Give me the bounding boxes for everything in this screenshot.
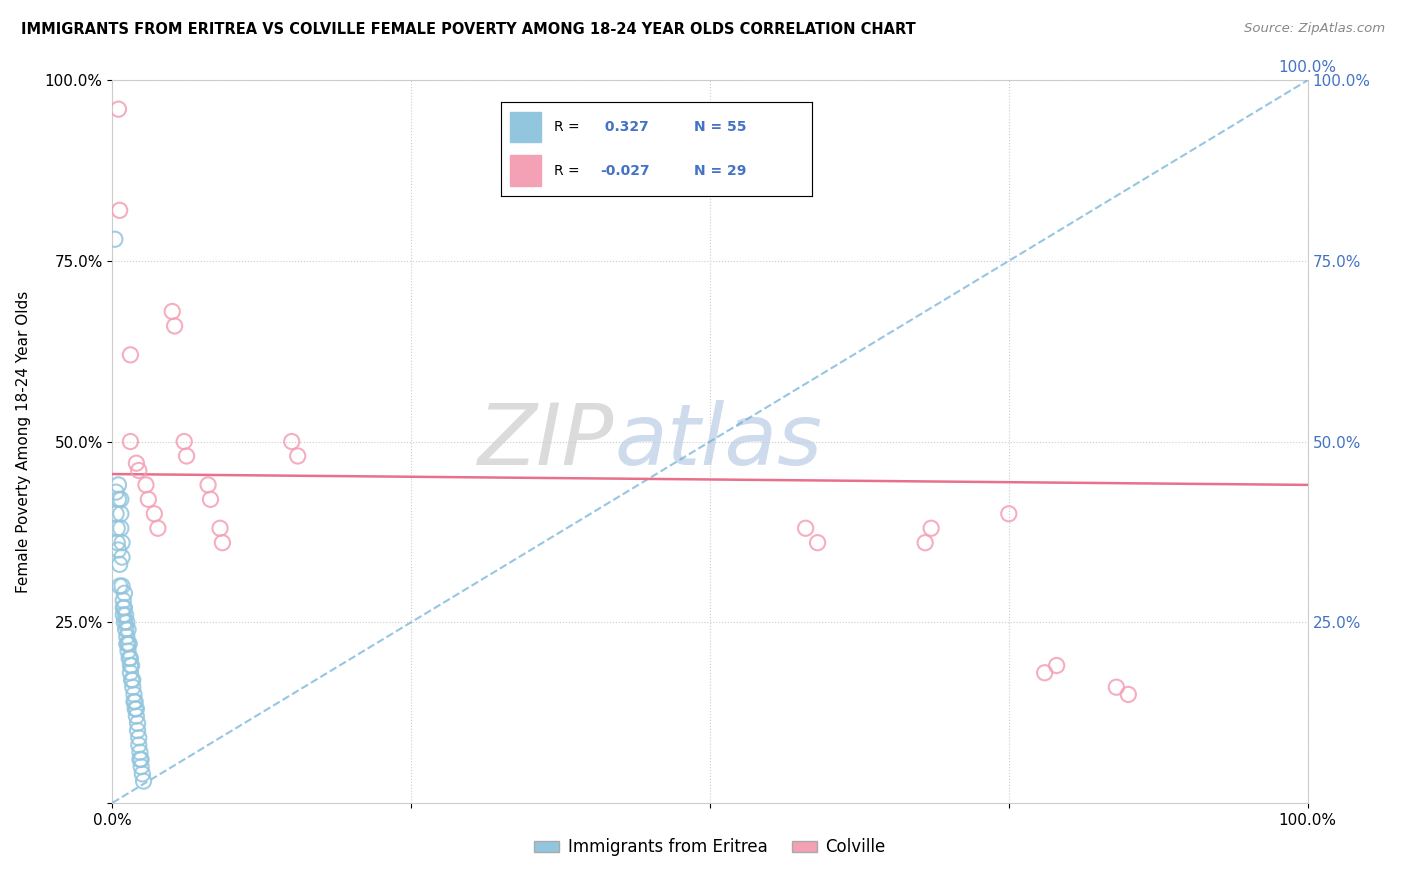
Point bbox=[281, 434, 304, 449]
Point bbox=[124, 695, 146, 709]
Point bbox=[120, 434, 142, 449]
Point bbox=[162, 304, 183, 318]
Point bbox=[163, 318, 186, 333]
Point bbox=[128, 463, 150, 477]
Point bbox=[108, 579, 131, 593]
Point bbox=[146, 521, 169, 535]
Point bbox=[211, 535, 233, 549]
Point bbox=[173, 434, 195, 449]
Point bbox=[115, 637, 138, 651]
Point bbox=[129, 752, 152, 766]
Text: ZIP: ZIP bbox=[478, 400, 614, 483]
Point bbox=[120, 658, 142, 673]
Point bbox=[110, 492, 132, 507]
Point bbox=[122, 695, 145, 709]
Point bbox=[120, 651, 142, 665]
Point bbox=[121, 673, 143, 687]
Point bbox=[114, 586, 135, 600]
Point bbox=[920, 521, 942, 535]
Point bbox=[114, 607, 136, 622]
Point bbox=[121, 680, 143, 694]
Point bbox=[129, 760, 152, 774]
Point bbox=[794, 521, 817, 535]
Point bbox=[121, 658, 143, 673]
Point bbox=[176, 449, 198, 463]
Point bbox=[118, 651, 141, 665]
Point bbox=[209, 521, 232, 535]
Point bbox=[105, 521, 128, 535]
Point bbox=[117, 623, 139, 637]
Point bbox=[998, 507, 1021, 521]
Point bbox=[1105, 680, 1128, 694]
Point bbox=[105, 485, 128, 500]
Point bbox=[197, 478, 219, 492]
Point bbox=[129, 752, 152, 766]
Text: Source: ZipAtlas.com: Source: ZipAtlas.com bbox=[1244, 22, 1385, 36]
Point bbox=[914, 535, 936, 549]
Point bbox=[127, 723, 149, 738]
Point bbox=[129, 745, 152, 759]
Point bbox=[107, 542, 129, 557]
Point bbox=[114, 600, 135, 615]
Point bbox=[110, 507, 132, 521]
Point bbox=[117, 644, 139, 658]
Point bbox=[135, 478, 157, 492]
Point bbox=[115, 615, 138, 630]
Point bbox=[104, 232, 127, 246]
Point bbox=[108, 558, 131, 572]
Point bbox=[108, 203, 131, 218]
Point bbox=[107, 492, 129, 507]
Text: atlas: atlas bbox=[614, 400, 823, 483]
Point bbox=[287, 449, 309, 463]
Point bbox=[111, 550, 134, 565]
Point bbox=[122, 687, 145, 701]
Point bbox=[131, 767, 153, 781]
Point bbox=[114, 623, 136, 637]
Point bbox=[138, 492, 160, 507]
Legend: Immigrants from Eritrea, Colville: Immigrants from Eritrea, Colville bbox=[527, 831, 893, 863]
Point bbox=[143, 507, 166, 521]
Point bbox=[1033, 665, 1056, 680]
Point bbox=[807, 535, 830, 549]
Point bbox=[115, 630, 138, 644]
Point bbox=[112, 600, 135, 615]
Y-axis label: Female Poverty Among 18-24 Year Olds: Female Poverty Among 18-24 Year Olds bbox=[15, 291, 31, 592]
Point bbox=[125, 456, 148, 470]
Point bbox=[107, 478, 129, 492]
Point bbox=[112, 607, 135, 622]
Point bbox=[105, 535, 128, 549]
Point bbox=[110, 521, 132, 535]
Point bbox=[120, 348, 142, 362]
Point bbox=[121, 673, 143, 687]
Point bbox=[112, 593, 135, 607]
Point bbox=[128, 738, 150, 752]
Text: IMMIGRANTS FROM ERITREA VS COLVILLE FEMALE POVERTY AMONG 18-24 YEAR OLDS CORRELA: IMMIGRANTS FROM ERITREA VS COLVILLE FEMA… bbox=[21, 22, 915, 37]
Point bbox=[1046, 658, 1069, 673]
Point bbox=[114, 615, 135, 630]
Point bbox=[125, 702, 148, 716]
Point bbox=[200, 492, 222, 507]
Point bbox=[127, 716, 149, 731]
Point bbox=[125, 709, 148, 723]
Point bbox=[111, 579, 134, 593]
Point bbox=[124, 702, 146, 716]
Point bbox=[132, 774, 155, 789]
Point bbox=[107, 102, 129, 116]
Point bbox=[1118, 687, 1140, 701]
Point bbox=[111, 535, 134, 549]
Point bbox=[128, 731, 150, 745]
Point bbox=[105, 507, 128, 521]
Point bbox=[117, 637, 139, 651]
Point bbox=[118, 637, 141, 651]
Point bbox=[120, 665, 142, 680]
